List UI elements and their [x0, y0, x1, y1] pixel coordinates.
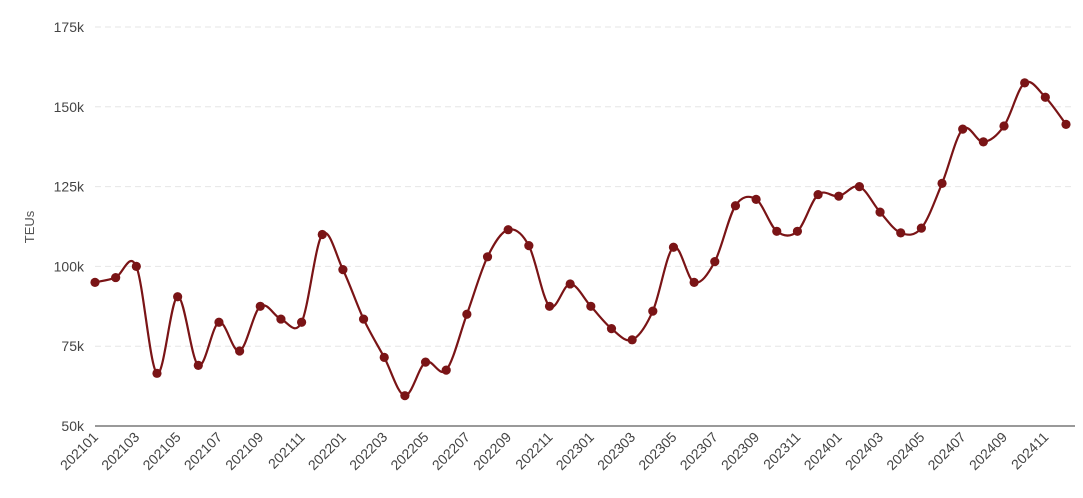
x-tick-label: 202111: [265, 429, 308, 472]
data-point: [173, 292, 183, 302]
x-tick-label: 202301: [553, 429, 597, 473]
data-point: [730, 201, 741, 211]
data-point: [276, 314, 286, 324]
y-axis-ticks: 50k 75k 100k 125k 150k 175k: [54, 19, 85, 434]
gridlines: [95, 26, 1075, 347]
x-tick-label: 202309: [718, 429, 762, 473]
data-point: [90, 277, 100, 287]
data-point: [751, 194, 761, 204]
x-tick-label: 202105: [139, 429, 183, 473]
data-point: [999, 121, 1009, 131]
data-point: [255, 301, 265, 311]
x-tick-label: 202411: [1008, 429, 1052, 473]
data-point: [358, 314, 369, 324]
data-point: [462, 309, 472, 319]
y-tick-label: 50k: [61, 418, 85, 434]
y-tick-label: 150k: [54, 99, 85, 115]
data-point: [111, 272, 121, 283]
x-tick-label: 202305: [635, 429, 679, 473]
y-tick-label: 100k: [54, 258, 85, 274]
data-point: [379, 352, 389, 362]
data-point: [586, 301, 596, 311]
data-point: [131, 261, 141, 271]
x-tick-label: 202103: [98, 429, 142, 473]
data-point: [482, 252, 493, 262]
x-tick-label: 202205: [387, 429, 431, 473]
data-point: [565, 279, 575, 289]
data-point: [441, 365, 451, 375]
data-point: [958, 124, 968, 134]
x-tick-label: 202207: [429, 429, 473, 473]
data-point: [792, 226, 803, 236]
y-axis-label: TEUs: [22, 210, 37, 243]
x-tick-label: 202401: [801, 429, 845, 473]
x-tick-label: 202403: [842, 429, 886, 473]
data-point: [854, 182, 865, 192]
data-point: [896, 228, 906, 238]
data-point: [937, 178, 947, 189]
data-point: [400, 391, 410, 401]
data-point: [834, 191, 844, 201]
data-point: [420, 357, 431, 367]
x-tick-label: 202307: [677, 429, 721, 473]
x-tick-label: 202407: [924, 429, 968, 473]
data-point: [813, 189, 823, 200]
x-tick-label: 202201: [305, 429, 349, 473]
x-tick-label: 202209: [470, 429, 514, 473]
x-tick-label: 202211: [512, 429, 556, 473]
x-tick-label: 202409: [966, 429, 1010, 473]
data-point: [193, 360, 203, 370]
x-tick-label: 202109: [222, 429, 266, 473]
x-tick-label: 202303: [594, 429, 638, 473]
data-point: [916, 223, 926, 233]
data-point: [689, 277, 699, 287]
data-point: [710, 257, 720, 267]
data-point: [524, 241, 534, 251]
data-point: [152, 368, 162, 378]
x-axis-ticks: 2021012021032021052021072021092021112022…: [57, 429, 1052, 473]
x-tick-label: 202405: [883, 429, 927, 473]
data-point: [875, 207, 885, 217]
x-tick-label: 202203: [346, 429, 390, 473]
data-point: [235, 346, 245, 356]
data-point: [648, 306, 658, 316]
data-point: [606, 324, 617, 334]
data-point: [338, 264, 348, 275]
data-point: [503, 225, 513, 235]
data-point: [627, 335, 637, 345]
y-tick-label: 175k: [54, 19, 85, 35]
data-point: [317, 229, 327, 240]
data-point: [214, 317, 224, 327]
data-point: [1020, 78, 1030, 88]
y-tick-label: 125k: [54, 179, 85, 195]
data-point: [1061, 119, 1071, 129]
data-points: [90, 78, 1071, 401]
data-point: [296, 317, 307, 327]
data-point: [978, 137, 988, 147]
y-tick-label: 75k: [61, 338, 85, 354]
data-point: [544, 301, 555, 311]
data-point: [772, 226, 782, 236]
data-point: [668, 242, 679, 252]
x-tick-label: 202107: [181, 429, 225, 473]
x-tick-label: 202311: [760, 429, 804, 473]
x-tick-label: 202101: [57, 429, 101, 473]
data-point: [1040, 92, 1050, 102]
